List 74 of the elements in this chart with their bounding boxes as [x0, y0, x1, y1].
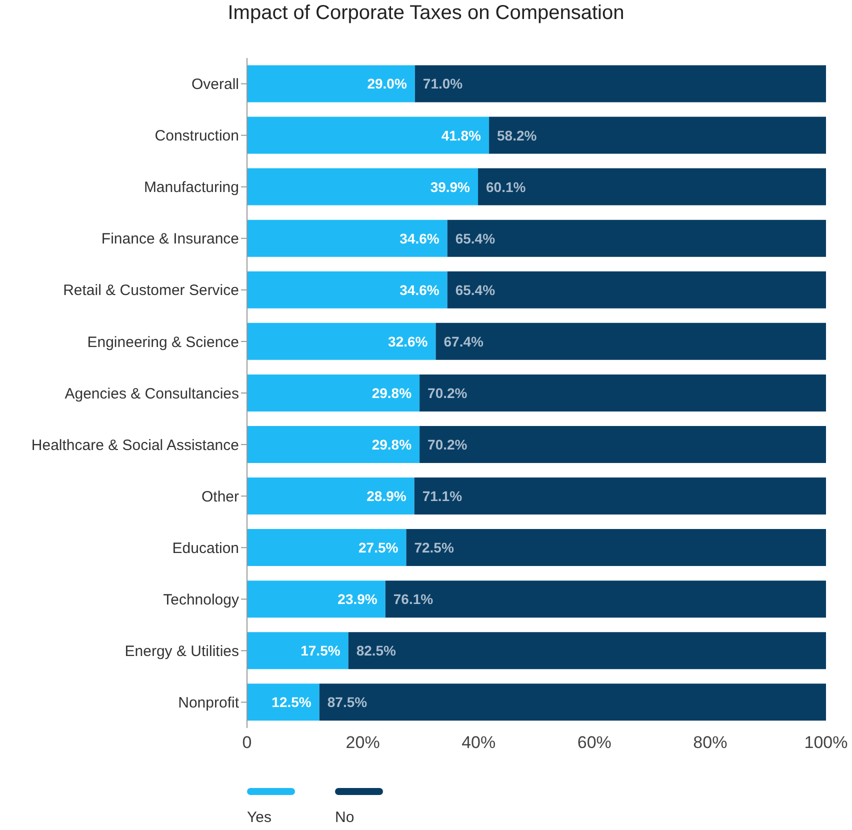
data-label: 34.6%	[400, 230, 440, 246]
data-label: 82.5%	[356, 642, 397, 659]
legend-label: Yes	[247, 809, 272, 826]
data-label: 29.8%	[372, 436, 412, 452]
data-label: 87.5%	[327, 694, 368, 710]
y-tick-label: Engineering & Science	[87, 334, 239, 351]
data-label: 65.4%	[455, 282, 496, 298]
x-tick-label: 40%	[462, 733, 496, 752]
bar	[447, 271, 826, 308]
bar	[478, 168, 826, 206]
data-label: 70.2%	[428, 384, 468, 401]
bar	[414, 65, 826, 102]
y-tick-label: Agencies & Consultancies	[64, 385, 239, 402]
bar	[247, 65, 415, 102]
data-label: 58.2%	[497, 127, 538, 144]
chart-title: Impact of Corporate Taxes on Compensation	[226, 1, 626, 26]
x-tick-label: 80%	[693, 733, 728, 752]
bar	[447, 220, 826, 257]
bar	[414, 478, 826, 515]
data-label: 71.1%	[422, 488, 463, 504]
bar	[436, 322, 826, 360]
data-label: 29.0%	[367, 76, 408, 92]
bar	[247, 271, 448, 308]
bar	[247, 478, 414, 515]
y-tick-label: Nonprofit	[178, 694, 240, 712]
bar	[319, 684, 826, 721]
y-tick-label: Overall	[191, 76, 239, 94]
bar	[247, 220, 448, 257]
data-label: 28.9%	[366, 488, 407, 504]
bar	[247, 684, 320, 721]
y-tick-label: Energy & Utilities	[124, 643, 239, 660]
y-tick-label: Technology	[163, 591, 240, 608]
data-label: 41.8%	[441, 127, 482, 144]
bar	[385, 580, 826, 618]
data-label: 76.1%	[393, 591, 434, 608]
x-tick-label: 20%	[346, 733, 380, 752]
x-tick-label: 60%	[577, 733, 612, 752]
bar	[348, 632, 826, 670]
data-label: 29.8%	[372, 384, 412, 401]
data-label: 60.1%	[486, 178, 526, 195]
bar	[406, 529, 826, 566]
y-tick-label: Retail & Customer Service	[63, 282, 239, 300]
bar	[247, 168, 478, 206]
bar	[420, 426, 826, 463]
y-tick-label: Construction	[154, 128, 239, 145]
data-label: 65.4%	[455, 230, 496, 246]
bar	[489, 116, 826, 154]
bar	[247, 529, 406, 566]
bar	[247, 632, 348, 670]
y-tick-label: Manufacturing	[144, 179, 239, 196]
x-tick-label: 0	[242, 733, 252, 752]
bar	[247, 580, 386, 618]
bar	[247, 374, 420, 412]
data-label: 67.4%	[444, 333, 484, 350]
data-label: 12.5%	[272, 694, 312, 710]
bar	[247, 116, 490, 154]
data-label: 23.9%	[338, 591, 378, 608]
data-label: 17.5%	[300, 642, 341, 659]
data-label: 71.0%	[422, 76, 464, 92]
y-tick-label: Healthcare & Social Assistance	[31, 436, 239, 454]
data-label: 27.5%	[358, 540, 399, 556]
x-tick-label: 100%	[804, 733, 848, 752]
data-label: 39.9%	[430, 178, 471, 195]
legend-label: No	[335, 809, 356, 826]
bar	[247, 322, 436, 360]
data-label: 72.5%	[414, 540, 454, 556]
y-tick-label: Finance & Insurance	[101, 230, 239, 248]
y-tick-label: Education	[172, 540, 239, 557]
bar	[247, 426, 420, 463]
data-label: 34.6%	[400, 282, 440, 298]
data-label: 70.2%	[428, 436, 468, 452]
bar	[420, 374, 826, 412]
y-tick-label: Other	[201, 488, 240, 506]
data-label: 32.6%	[388, 333, 428, 350]
